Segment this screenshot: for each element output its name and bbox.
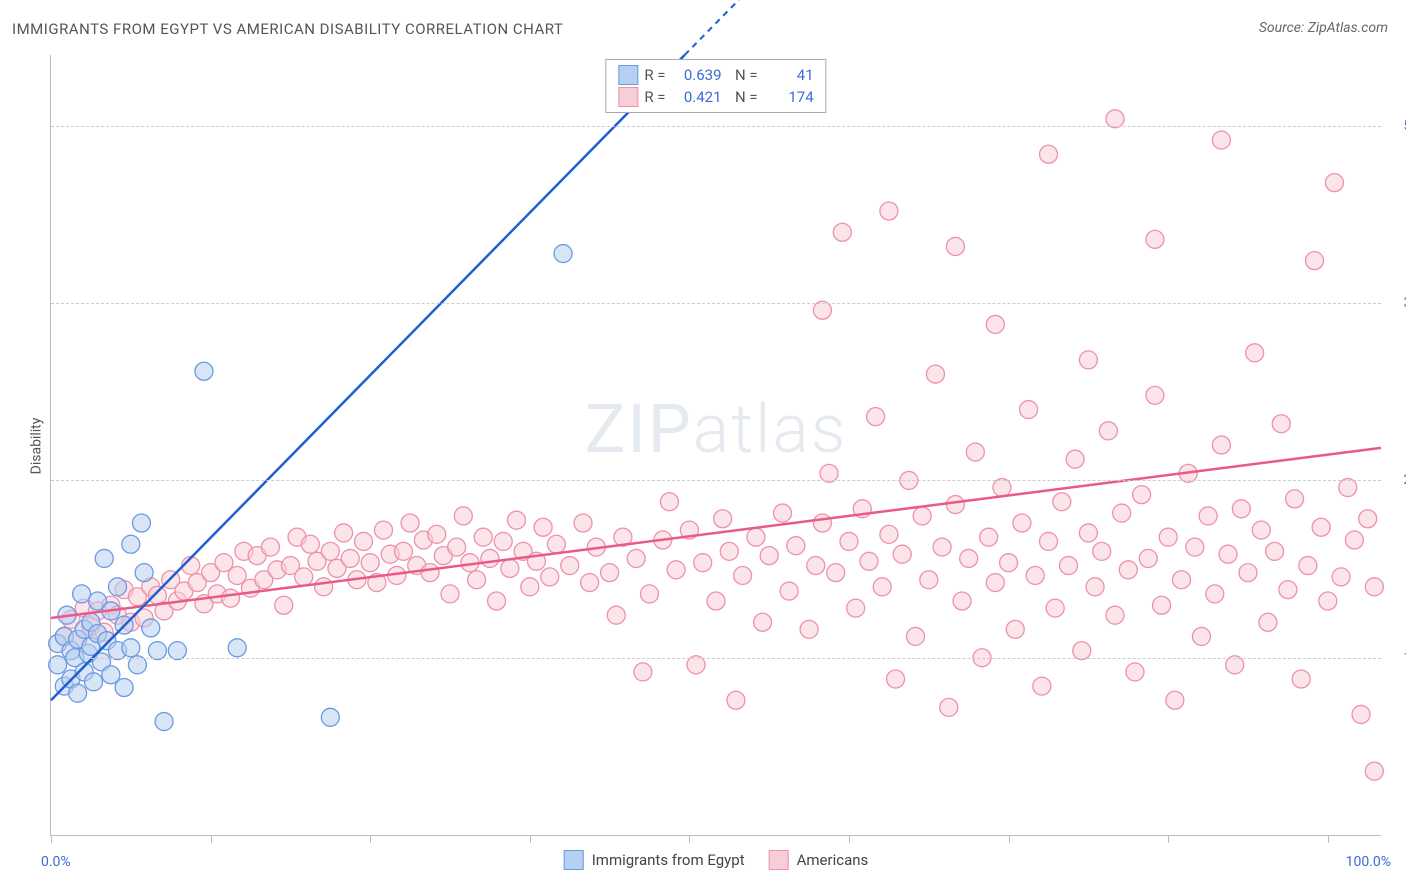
legend-item-egypt: Immigrants from Egypt [564,850,745,870]
y-axis-label: Disability [28,418,44,475]
x-tick [211,835,212,843]
x-tick [1168,835,1169,843]
legend-label-americans: Americans [797,851,869,869]
swatch-americans [618,87,638,107]
stat-n-label2: N = [728,88,758,106]
gridline-h [51,126,1381,127]
stat-n-egypt: 41 [764,66,814,84]
legend-series: Immigrants from Egypt Americans [564,850,869,870]
swatch-egypt-b [564,850,584,870]
source-label: Source: ZipAtlas.com [1259,20,1388,36]
legend-stats-row-americans: R = 0.421 N = 174 [618,87,813,107]
chart-title: IMMIGRANTS FROM EGYPT VS AMERICAN DISABI… [12,20,563,38]
y-tick-label: 50.0% [1391,118,1406,134]
x-tick [530,835,531,843]
stat-r-label: R = [644,66,665,84]
legend-label-egypt: Immigrants from Egypt [592,851,745,869]
legend-stats-row-egypt: R = 0.639 N = 41 [618,65,813,85]
stat-r-egypt: 0.639 [672,66,722,84]
x-tick [689,835,690,843]
legend-stats: R = 0.639 N = 41 R = 0.421 N = 174 [605,59,826,113]
gridline-h [51,303,1381,304]
legend-item-americans: Americans [769,850,869,870]
x-tick [51,835,52,843]
stat-r-americans: 0.421 [672,88,722,106]
x-tick [1328,835,1329,843]
swatch-americans-b [769,850,789,870]
x-tick [1009,835,1010,843]
gridline-h [51,480,1381,481]
x-tick [370,835,371,843]
stat-r-label2: R = [644,88,665,106]
stat-n-americans: 174 [764,88,814,106]
gridline-h [51,658,1381,659]
x-axis-max-label: 100.0% [1346,854,1391,870]
x-axis-min-label: 0.0% [41,854,71,870]
plot-area: ZIPatlas R = 0.639 N = 41 R = 0.421 N = … [50,55,1381,836]
y-tick-label: 12.5% [1391,650,1406,666]
x-tick [849,835,850,843]
chart-svg [51,55,1381,835]
y-tick-label: 25.0% [1391,472,1406,488]
stat-n-label: N = [728,66,758,84]
swatch-egypt [618,65,638,85]
y-tick-label: 37.5% [1391,295,1406,311]
